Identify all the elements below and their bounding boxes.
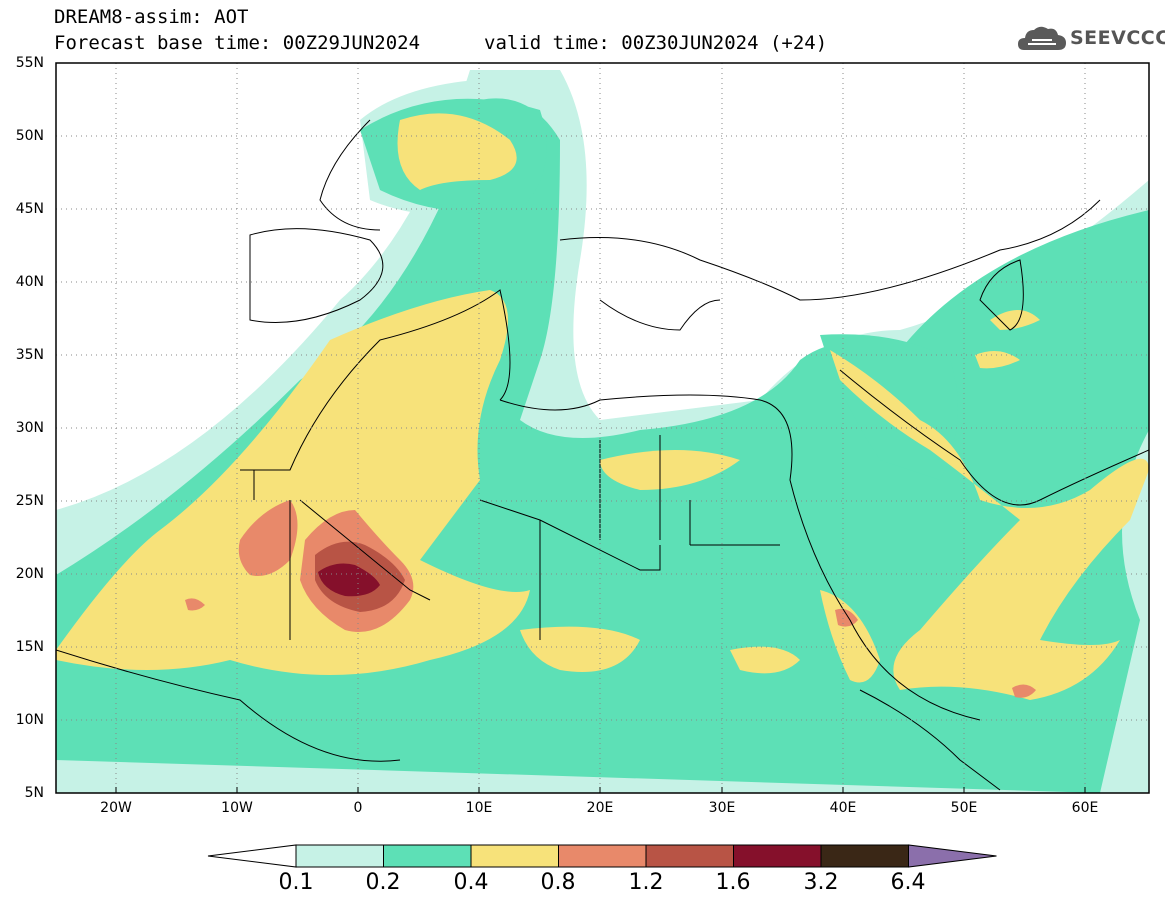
colorbar-label: 1.6 (715, 870, 751, 895)
lat-label: 10N (15, 712, 44, 728)
lat-label: 50N (15, 128, 44, 144)
lon-label: 20E (586, 800, 614, 816)
colorbar-box (383, 844, 472, 868)
lat-label: 40N (15, 274, 44, 290)
colorbar-label: 1.2 (628, 870, 664, 895)
lon-label: 60E (1071, 800, 1099, 816)
colorbar-box (558, 844, 647, 868)
lon-label: 30E (708, 800, 736, 816)
colorbar-label: 6.4 (890, 870, 926, 895)
lat-label: 15N (15, 639, 44, 655)
base-time: Forecast base time: 00Z29JUN2024 (54, 32, 421, 54)
colorbar-label: 3.2 (803, 870, 839, 895)
colorbar-label: 0.1 (278, 870, 314, 895)
aot-level-1.6 (318, 563, 380, 597)
colorbar-label: 0.4 (453, 870, 489, 895)
valid-time: valid time: 00Z30JUN2024 (+24) (484, 32, 828, 54)
map-frame (55, 62, 1150, 794)
colorbar-box (295, 844, 384, 868)
colorbar-box (820, 844, 909, 868)
lon-label: 40E (829, 800, 857, 816)
lat-label: 35N (15, 347, 44, 363)
colorbar-label: 0.2 (365, 870, 401, 895)
lon-label: 50E (950, 800, 978, 816)
colorbar-box (645, 844, 734, 868)
colorbar-under-arrow (207, 844, 297, 868)
lon-label: 10W (221, 800, 253, 816)
colorbar-box (733, 844, 822, 868)
lat-label: 30N (15, 420, 44, 436)
colorbar-boxes (207, 844, 997, 868)
map-grid (56, 63, 1149, 793)
lat-label: 45N (15, 201, 44, 217)
lon-label: 20W (100, 800, 132, 816)
logo-text: SEEVCCC (1070, 27, 1165, 49)
colorbar-box (470, 844, 559, 868)
colorbar-over-arrow (908, 844, 997, 868)
lat-label: 5N (24, 785, 44, 801)
map-ticks (115, 787, 1086, 793)
lon-label: 0 (353, 800, 363, 816)
colorbar-label: 0.8 (540, 870, 576, 895)
cloud-icon (1018, 26, 1066, 50)
lat-label: 25N (15, 493, 44, 509)
lon-label: 10E (465, 800, 493, 816)
title-line-1: DREAM8-assim: AOT (54, 6, 249, 28)
lat-label: 55N (15, 55, 44, 71)
lat-label: 20N (15, 566, 44, 582)
